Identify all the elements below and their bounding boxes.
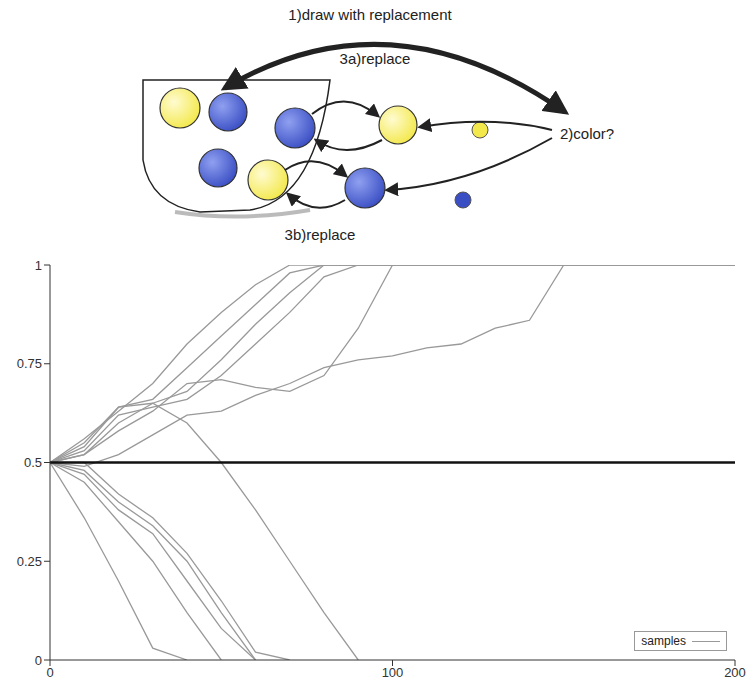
svg-text:0.25: 0.25 xyxy=(17,554,42,569)
svg-text:3a)replace: 3a)replace xyxy=(340,50,411,67)
html-text:samples: samples xyxy=(641,634,686,648)
svg-text:0.5: 0.5 xyxy=(24,455,42,470)
svg-text:100: 100 xyxy=(382,665,404,680)
svg-text:0: 0 xyxy=(46,665,53,680)
svg-text:2)color?: 2)color? xyxy=(560,125,614,142)
svg-text:0.75: 0.75 xyxy=(17,356,42,371)
svg-text:0: 0 xyxy=(35,653,42,668)
svg-text:1: 1 xyxy=(35,258,42,273)
svg-text:3b)replace: 3b)replace xyxy=(285,226,356,243)
svg-text:1)draw with replacement: 1)draw with replacement xyxy=(288,6,452,23)
svg-text:200: 200 xyxy=(724,665,746,680)
